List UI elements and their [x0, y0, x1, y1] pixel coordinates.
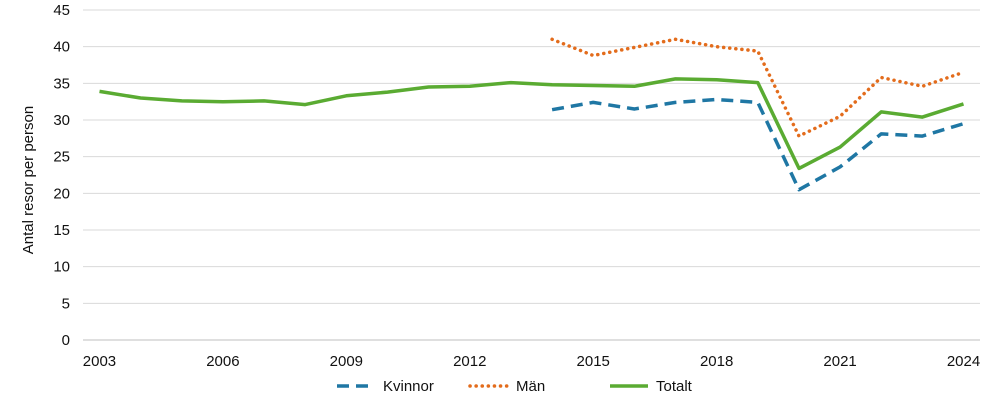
y-tick-label: 35: [53, 75, 70, 92]
x-tick-label: 2009: [330, 353, 363, 370]
x-tick-label: 2003: [83, 353, 116, 370]
y-tick-label: 30: [53, 112, 70, 129]
x-tick-label: 2012: [453, 353, 486, 370]
x-tick-labels: 2003 2006 2009 2012 2015 2018 2021 2024: [83, 353, 980, 370]
series: [99, 37, 966, 192]
gridlines: [83, 9, 980, 304]
y-tick-label: 10: [53, 259, 70, 276]
legend: Kvinnor Män Totalt: [337, 378, 693, 395]
legend-label: Totalt: [656, 378, 693, 395]
y-tick-label: 5: [62, 295, 70, 312]
legend-label: Män: [516, 378, 545, 395]
x-tick-label: 2018: [700, 353, 733, 370]
y-tick-labels: 0 5 10 15 20 25 30 35 40 45: [53, 2, 70, 349]
y-tick-label: 25: [53, 149, 70, 166]
y-tick-label: 20: [53, 185, 70, 202]
legend-item-totalt: Totalt: [610, 378, 693, 395]
series-line-totalt: [99, 77, 965, 171]
y-tick-label: 40: [53, 39, 70, 56]
legend-item-kvinnor: Kvinnor: [337, 378, 434, 395]
x-tick-label: 2015: [577, 353, 610, 370]
y-tick-label: 45: [53, 2, 70, 19]
legend-item-män: Män: [468, 378, 545, 395]
x-tick-label: 2006: [206, 353, 239, 370]
x-tick-label: 2021: [823, 353, 856, 370]
y-tick-label: 15: [53, 222, 70, 239]
y-tick-label: 0: [62, 332, 70, 349]
series-line-män: [550, 37, 966, 138]
legend-label: Kvinnor: [383, 378, 434, 395]
x-tick-label: 2024: [947, 353, 980, 370]
y-axis-title: Antal resor per person: [20, 106, 37, 254]
